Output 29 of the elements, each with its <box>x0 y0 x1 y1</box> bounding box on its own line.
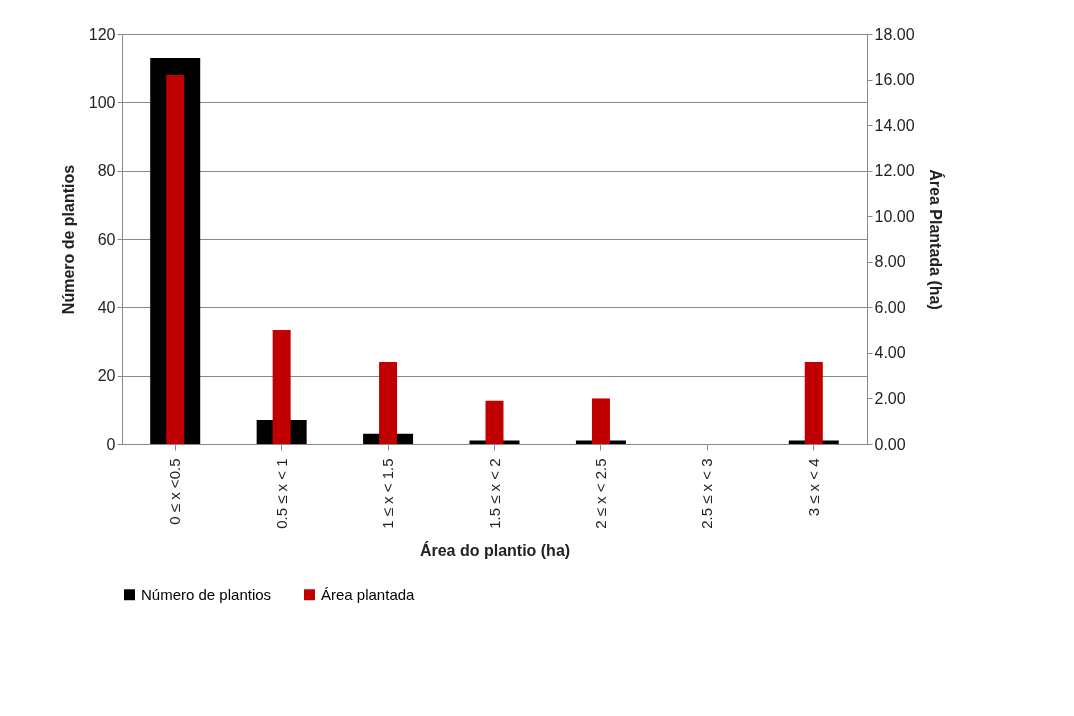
x-tick-label: 2.5 ≤ x < 3 <box>698 458 716 529</box>
y-tick-label: 120 <box>88 25 116 43</box>
y-tick-label: 20 <box>97 367 116 385</box>
x-tick-label: 2 ≤ x < 2.5 <box>591 458 609 529</box>
y2-tick-label: 2.00 <box>874 389 906 407</box>
y-axis-title: Número de plantios <box>59 164 77 315</box>
legend-label: Área plantada <box>321 585 416 603</box>
x-tick-label: 3 ≤ x < 4 <box>804 458 822 517</box>
y2-axis-title: Área Plantada (ha) <box>926 169 945 310</box>
y-tick-label: 100 <box>88 93 116 111</box>
legend-label: Número de plantios <box>141 585 272 603</box>
y2-tick-label: 10.00 <box>874 207 915 225</box>
y-tick-label: 60 <box>97 230 116 248</box>
y-tick-label: 40 <box>97 298 116 316</box>
y2-tick-label: 16.00 <box>874 71 915 89</box>
x-tick-label: 1 ≤ x < 1.5 <box>379 458 397 529</box>
y2-tick-label: 14.00 <box>874 116 915 134</box>
y2-tick-label: 0.00 <box>874 435 906 453</box>
y2-tick-label: 8.00 <box>874 253 906 271</box>
y-tick-label: 0 <box>106 435 116 453</box>
x-tick-label: 1.5 ≤ x < 2 <box>485 458 503 529</box>
y-tick-label: 80 <box>97 162 116 180</box>
x-axis-title: Área do plantio (ha) <box>419 540 571 559</box>
x-tick-label: 0.5 ≤ x < 1 <box>272 458 290 529</box>
y2-tick-label: 18.00 <box>874 25 915 43</box>
y2-tick-label: 12.00 <box>874 162 915 180</box>
y2-tick-label: 4.00 <box>874 344 906 362</box>
x-tick-label: 0 ≤ x <0.5 <box>166 458 184 525</box>
y2-tick-label: 6.00 <box>874 298 906 316</box>
